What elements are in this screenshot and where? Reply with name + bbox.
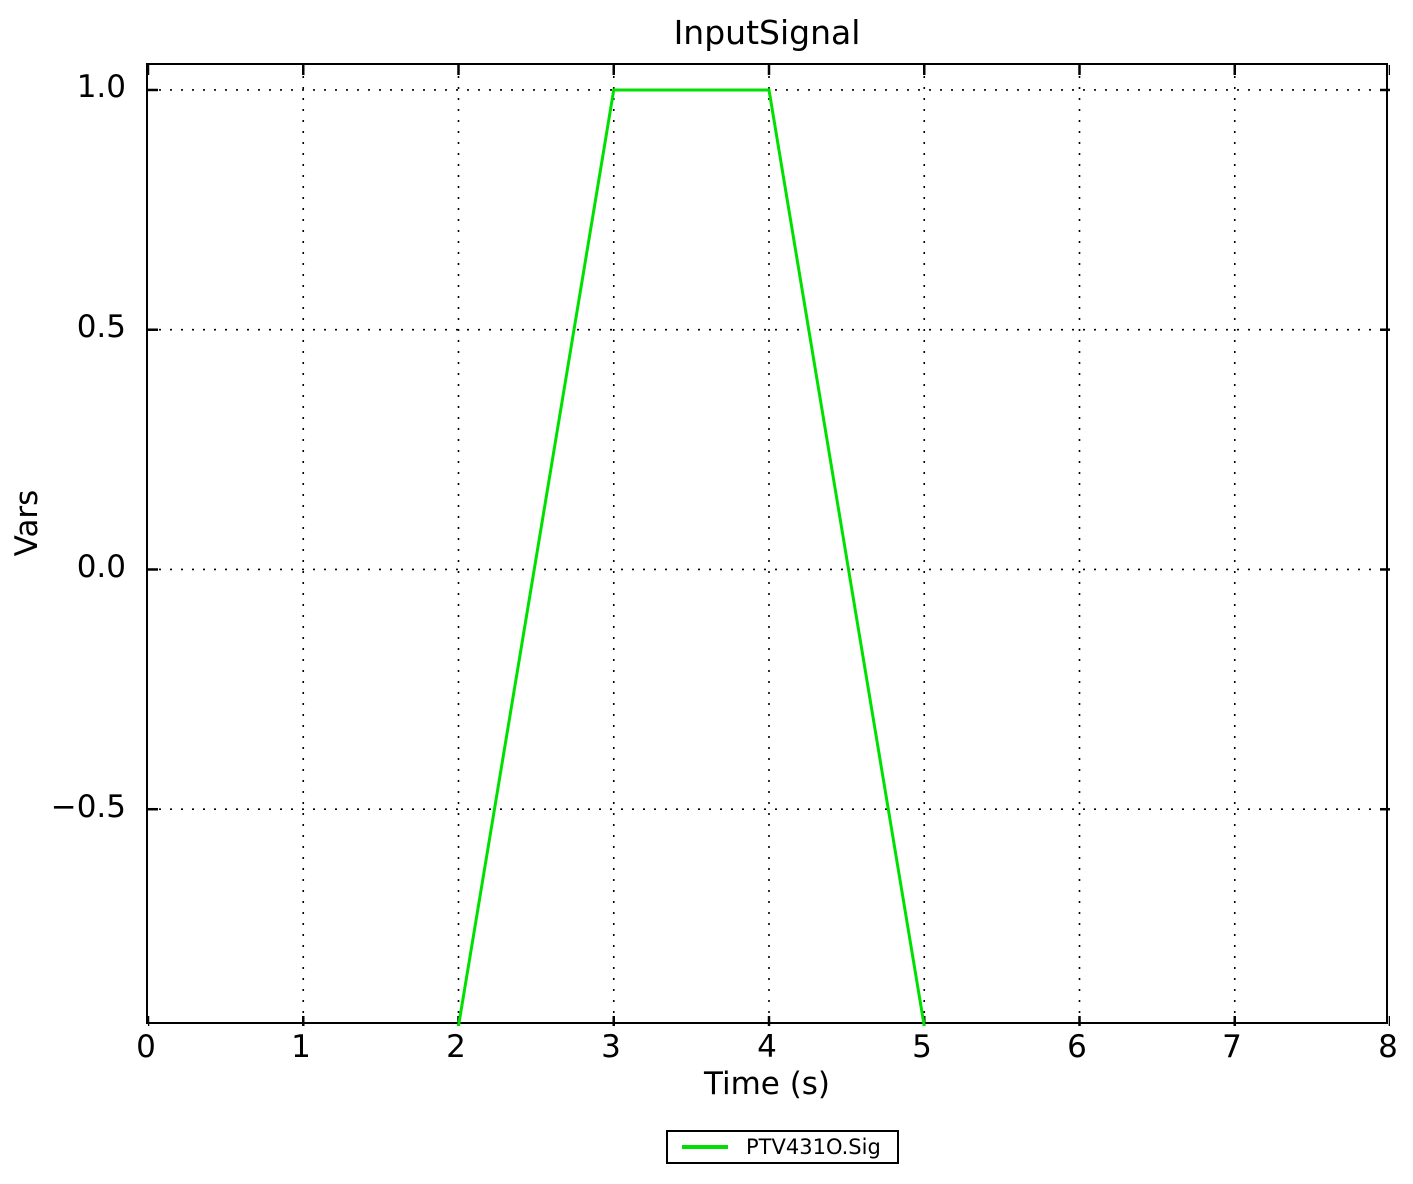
series-line [457, 88, 926, 1026]
legend-label: PTV431O.Sig [746, 1135, 881, 1159]
y-tick-label: −0.5 [50, 789, 126, 825]
x-tick-label: 8 [1378, 1029, 1398, 1065]
x-tick-label: 7 [1222, 1029, 1242, 1065]
gridlines [148, 65, 1390, 1026]
x-tick-label: 5 [912, 1029, 932, 1065]
plot-svg [148, 65, 1390, 1026]
legend-line-swatch [682, 1145, 728, 1149]
x-tick-label: 1 [291, 1029, 311, 1065]
data-series-layer [457, 88, 926, 1026]
x-tick-label: 0 [136, 1029, 156, 1065]
y-tick-label: 0.0 [76, 549, 126, 585]
x-tick-label: 3 [601, 1029, 621, 1065]
y-tick-label: 1.0 [76, 69, 126, 105]
x-tick-label: 2 [446, 1029, 466, 1065]
y-axis-label: Vars [9, 489, 45, 557]
x-axis-label: Time (s) [703, 1066, 831, 1102]
page-title: InputSignal [673, 13, 861, 52]
x-tick-label: 4 [757, 1029, 777, 1065]
legend-box[interactable]: PTV431O.Sig [666, 1130, 899, 1164]
plot-area [146, 63, 1390, 1026]
x-tick-label: 6 [1067, 1029, 1087, 1065]
y-tick-label: 0.5 [76, 309, 126, 345]
